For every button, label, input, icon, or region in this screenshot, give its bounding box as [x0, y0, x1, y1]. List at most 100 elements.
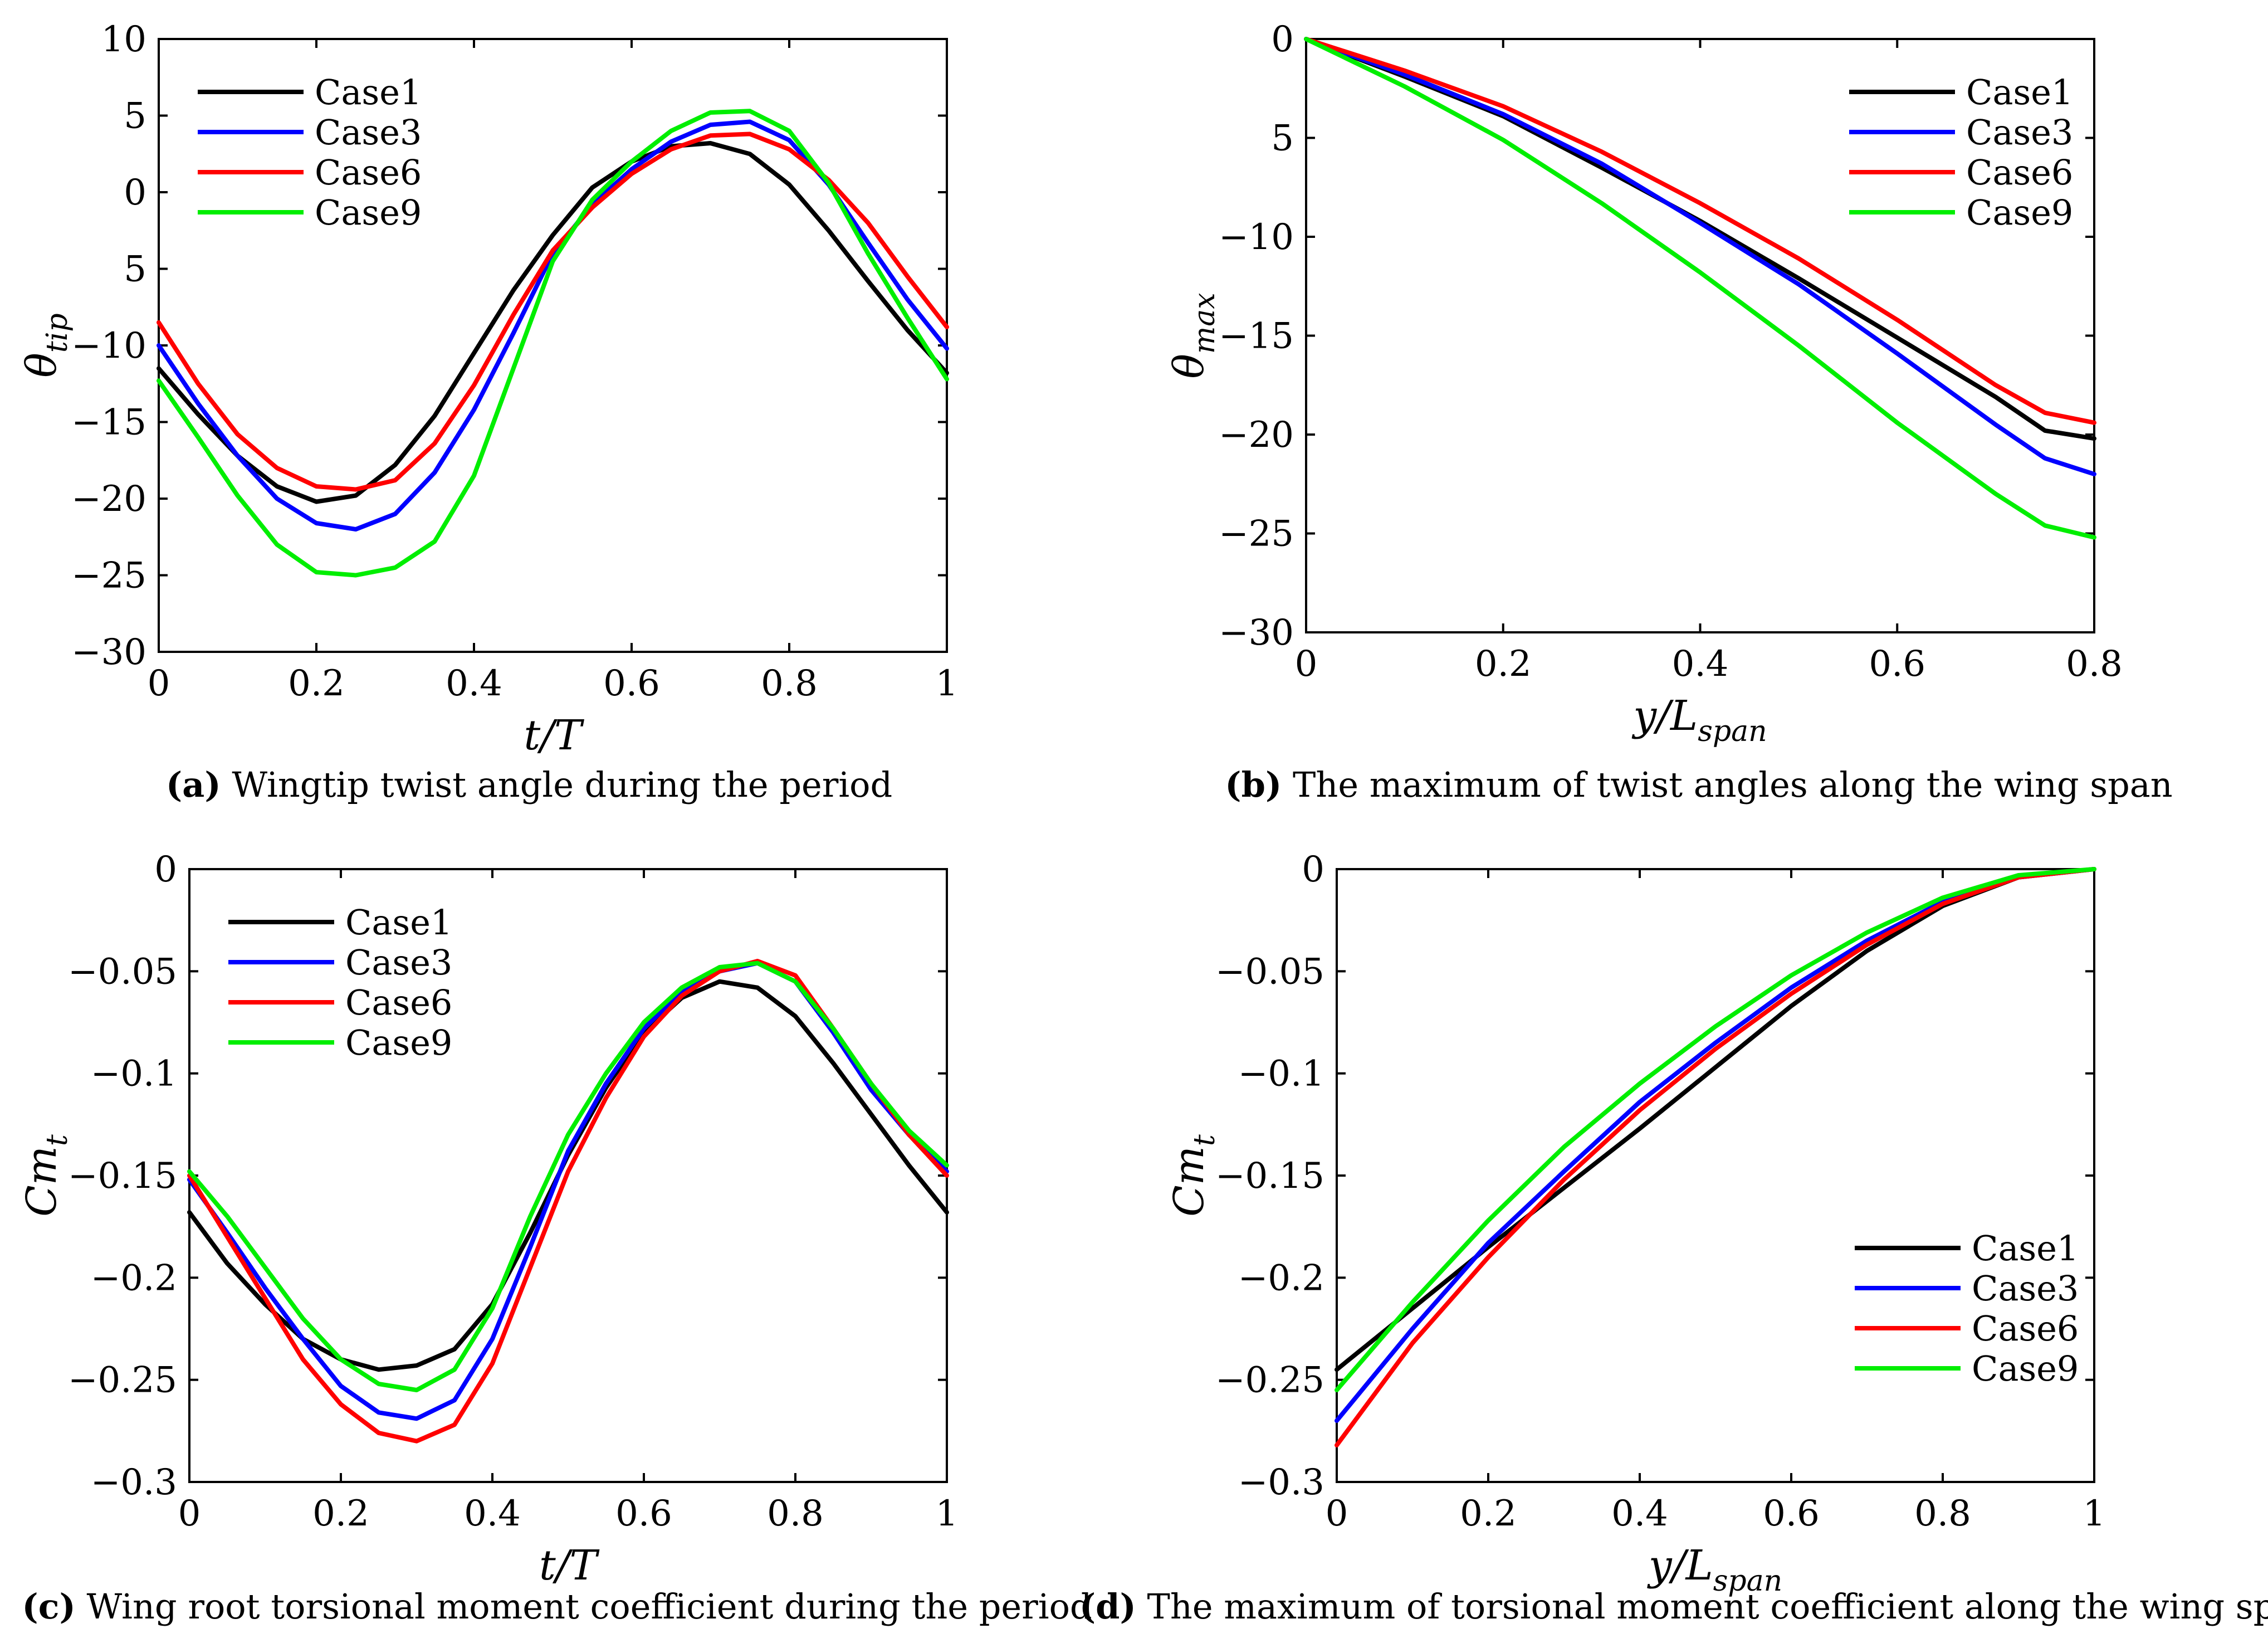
- panel-b: 0 0.2 0.4 0.6 0.8 0 5 −10 −15 −20 −25 −30 y/Lspan θma…: [1165, 19, 2173, 805]
- legend-label: Case3: [315, 112, 422, 153]
- x-tick-label: 0.2: [1475, 643, 1532, 685]
- series-line-case3: [1304, 37, 2096, 476]
- legend-label: Case3: [1972, 1268, 2079, 1309]
- y-axis-label: Cmt: [18, 1134, 74, 1217]
- series-line-case9: [1335, 867, 2096, 1392]
- y-tick-label: −0.15: [1215, 1155, 1324, 1197]
- x-axis-label-subscript: span: [1713, 1564, 1782, 1598]
- y-tick-label: 10: [101, 19, 146, 60]
- y-tick-label: −15: [71, 402, 146, 443]
- y-tick-label: −20: [71, 479, 146, 520]
- legend-label: Case3: [345, 942, 452, 983]
- x-tick-label: 0.2: [312, 1493, 369, 1534]
- caption-text: Wing root torsional moment coefficient d…: [76, 1586, 1092, 1627]
- y-tick-label: −0.2: [91, 1257, 177, 1299]
- series-line-case6: [157, 131, 949, 492]
- x-tick-label: 1: [936, 1493, 959, 1534]
- x-tick-label: 1: [936, 663, 959, 704]
- y-tick-label: −0.1: [91, 1054, 177, 1095]
- legend-label: Case3: [1966, 112, 2073, 153]
- x-axis-label: t/T: [524, 711, 584, 759]
- x-tick-label: 0.8: [2066, 643, 2123, 685]
- x-tick-label: 0.6: [615, 1493, 672, 1534]
- legend-label: Case1: [1972, 1228, 2079, 1269]
- legend-label: Case9: [345, 1022, 452, 1063]
- panel-caption: (a) Wingtip twist angle during the perio…: [166, 764, 892, 805]
- x-tick-label: 0.4: [1611, 1493, 1668, 1534]
- y-tick-label: −30: [1219, 612, 1294, 654]
- x-tick-label: 0.2: [288, 663, 345, 704]
- x-tick-label: 0.8: [761, 663, 818, 704]
- caption-text: Wingtip twist angle during the period: [221, 764, 893, 805]
- y-tick-label: 5: [1271, 118, 1294, 159]
- legend-label: Case6: [1972, 1308, 2079, 1349]
- caption-letter: (a): [166, 764, 221, 805]
- panel-c: 0 0.2 0.4 0.6 0.8 1 0 −0.05 −0.1 −0.15 −0.2 −0.25 −0…: [18, 849, 1092, 1627]
- y-tick-label: 0: [1271, 19, 1294, 60]
- y-tick-label: −0.2: [1238, 1257, 1324, 1299]
- y-tick-label: −15: [1219, 316, 1294, 357]
- x-tick-label: 0.2: [1460, 1493, 1517, 1534]
- x-tick-label: 0.4: [464, 1493, 521, 1534]
- y-tick-label: −25: [1219, 514, 1294, 555]
- y-tick-label: −0.1: [1238, 1054, 1324, 1095]
- legend-label: Case9: [1966, 192, 2073, 233]
- x-tick-label: 0: [148, 663, 170, 704]
- panel-caption: (c) Wing root torsional moment coefficie…: [22, 1586, 1092, 1627]
- legend-label: Case6: [315, 152, 422, 193]
- y-tick-label: −0.25: [68, 1360, 177, 1401]
- x-tick-label: 0: [178, 1493, 201, 1534]
- y-axis-label: θmax: [1165, 292, 1221, 378]
- legend-label: Case9: [315, 192, 422, 233]
- series-line-case9: [157, 109, 949, 578]
- x-tick-label: 0.4: [1672, 643, 1729, 685]
- y-tick-label: −30: [71, 632, 146, 673]
- y-tick-label: −0.05: [1215, 951, 1324, 992]
- panel-d: 0 0.2 0.4 0.6 0.8 1 0 −0.05 −0.1 −0.15 −0.2 −0.25 −0…: [1079, 849, 2268, 1627]
- caption-text: The maximum of twist angles along the wi…: [1282, 764, 2172, 805]
- y-tick-label: −10: [1219, 217, 1294, 258]
- y-tick-label: −10: [71, 325, 146, 367]
- y-tick-label: −0.15: [68, 1155, 177, 1197]
- caption-letter: (b): [1225, 764, 1282, 805]
- caption-letter: (c): [22, 1586, 75, 1627]
- x-tick-label: 0.6: [603, 663, 660, 704]
- panel-caption: (b) The maximum of twist angles along th…: [1225, 764, 2172, 805]
- x-axis-label: t/T: [539, 1542, 600, 1590]
- y-axis-label-subscript: t: [41, 1134, 74, 1146]
- x-tick-label: 0.6: [1869, 643, 1925, 685]
- caption-letter: (d): [1079, 1586, 1136, 1627]
- y-tick-label: −0.25: [1215, 1360, 1324, 1401]
- y-tick-label: −0.05: [68, 951, 177, 992]
- series-line-case6: [1304, 37, 2096, 425]
- y-axis-label-subscript: tip: [41, 313, 74, 353]
- panel-caption: (d) The maximum of torsional moment coef…: [1079, 1586, 2268, 1627]
- x-tick-label: 0: [1295, 643, 1318, 685]
- y-tick-label: 5: [124, 249, 146, 290]
- legend-label: Case1: [345, 902, 452, 943]
- legend-label: Case6: [1966, 152, 2073, 193]
- x-tick-label: 0.8: [1914, 1493, 1971, 1534]
- caption-text: The maximum of torsional moment coeffici…: [1136, 1586, 2268, 1627]
- legend-label: Case9: [1972, 1348, 2079, 1389]
- panel-a: 0 0.2 0.4 0.6 0.8 1 10 5 0 5 −10 −15 −20 −25 −30 t/T θti…: [18, 19, 958, 805]
- y-tick-label: 0: [1302, 849, 1324, 890]
- axes-frame: [1336, 868, 2095, 1483]
- y-axis-label-subscript: max: [1188, 292, 1221, 354]
- y-tick-label: −0.3: [1238, 1462, 1324, 1503]
- legend-label: Case6: [345, 982, 452, 1023]
- y-axis-label-subscript: t: [1188, 1134, 1221, 1146]
- y-tick-label: −25: [71, 555, 146, 597]
- series-line-case1: [157, 141, 949, 504]
- x-axis-label: y/Lspan: [1631, 692, 1767, 748]
- x-tick-label: 0: [1326, 1493, 1348, 1534]
- legend-label: Case1: [315, 72, 422, 113]
- y-tick-label: −20: [1219, 415, 1294, 456]
- series-line-case9: [1304, 37, 2096, 540]
- x-tick-label: 0.8: [767, 1493, 824, 1534]
